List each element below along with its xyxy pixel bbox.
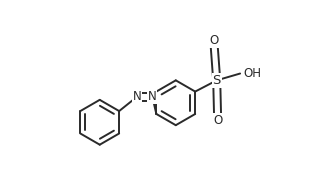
Text: OH: OH (243, 67, 262, 80)
Text: O: O (209, 34, 218, 47)
Text: N: N (148, 90, 157, 103)
Text: O: O (213, 114, 222, 127)
Text: S: S (212, 74, 221, 87)
Text: N: N (132, 90, 141, 103)
